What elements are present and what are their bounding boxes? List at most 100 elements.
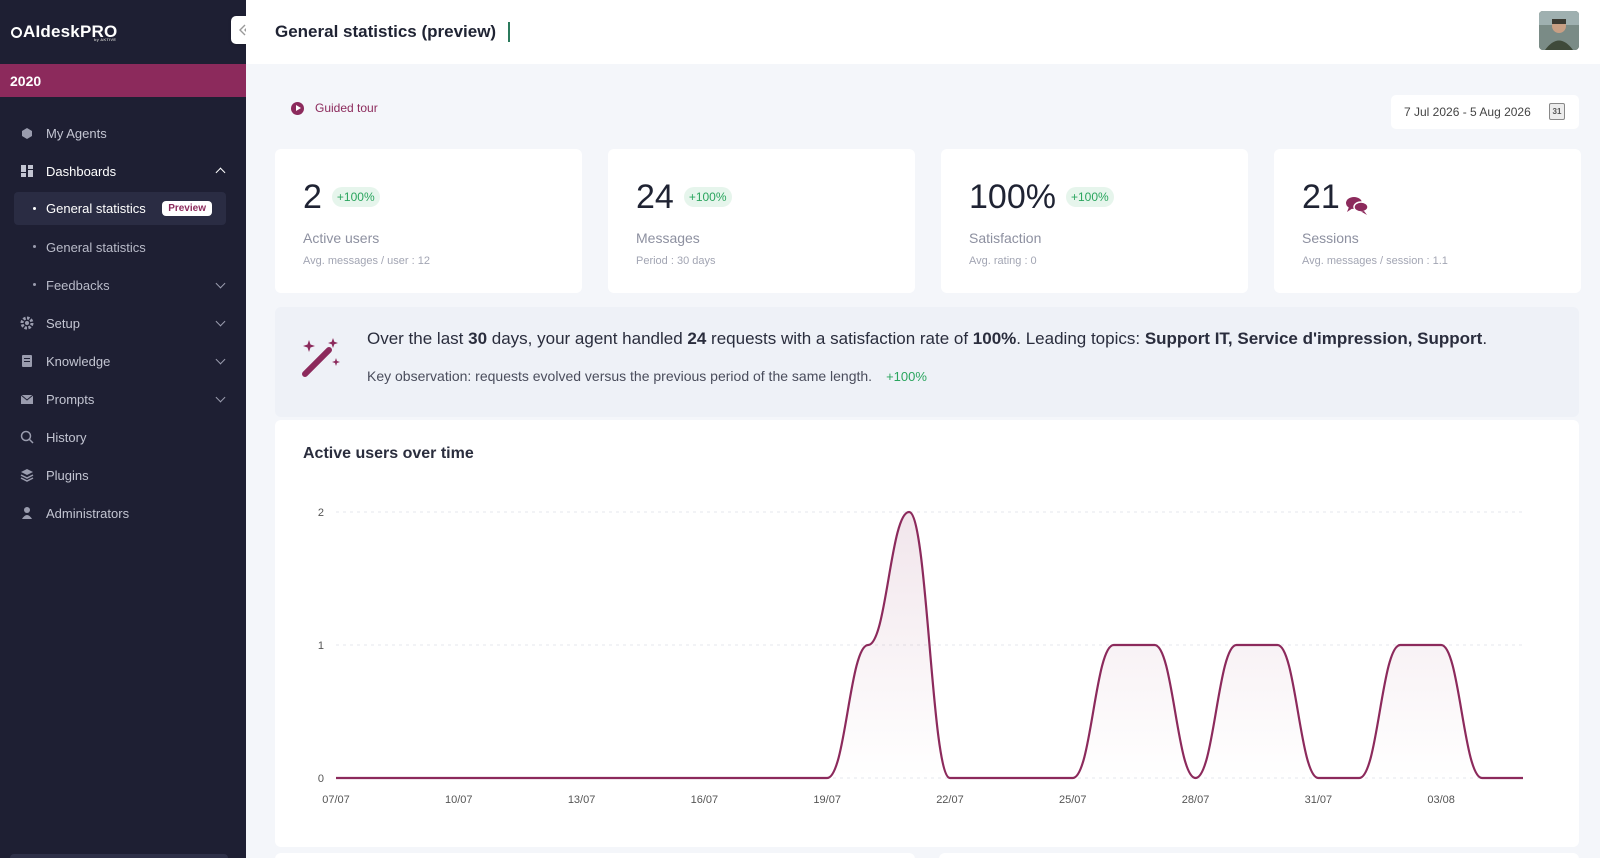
chat-bubbles-icon (1344, 186, 1370, 215)
x-tick-label: 07/07 (322, 794, 350, 806)
gear-icon (20, 316, 34, 330)
sidebar-item-label: Plugins (46, 467, 89, 483)
layers-icon (20, 468, 34, 482)
sidebar-item-prompts[interactable]: Prompts (0, 380, 246, 418)
sidebar-item-label: Dashboards (46, 163, 117, 179)
chart-title: Active users over time (303, 445, 474, 462)
play-icon (291, 101, 304, 115)
sidebar-item-knowledge[interactable]: Knowledge (0, 342, 246, 380)
sidebar-nav: My Agents Dashboards General statistics … (0, 97, 246, 532)
user-icon (20, 506, 34, 520)
date-range-label: 7 Jul 2026 - 5 Aug 2026 (1404, 105, 1531, 119)
preview-badge: Preview (162, 201, 212, 216)
sidebar-item-label: My Agents (46, 125, 107, 141)
page-title: General statistics (preview) (275, 22, 497, 41)
stat-card-sessions: 21 Sessions Avg. messages / session : 1.… (1274, 149, 1581, 293)
dashboard-icon (20, 164, 34, 178)
x-tick-label: 25/07 (1059, 794, 1087, 806)
bottom-card-right (939, 853, 1579, 858)
y-tick-label: 2 (318, 507, 324, 519)
guided-tour-label: Guided tour (315, 101, 378, 115)
chevron-down-icon (215, 316, 226, 326)
stat-detail: Avg. rating : 0 (969, 255, 1037, 267)
stat-card-messages: 24 +100% Messages Period : 30 days (608, 149, 915, 293)
mail-icon (20, 392, 34, 406)
year-banner[interactable]: 2020 (0, 64, 246, 97)
insight-sentence: Over the last 30 days, your agent handle… (367, 329, 1488, 348)
sidebar-item-label: Setup (46, 315, 80, 331)
sidebar-item-dashboards[interactable]: Dashboards (0, 152, 246, 190)
x-tick-label: 16/07 (691, 794, 719, 806)
stat-name: Sessions (1302, 230, 1359, 246)
sidebar-item-label: History (46, 429, 87, 445)
sidebar-item-history[interactable]: History (0, 418, 246, 456)
series-line (336, 510, 1523, 780)
sidebar-subitem-label: General statistics (46, 201, 146, 216)
x-tick-label: 13/07 (568, 794, 596, 806)
sidebar-item-setup[interactable]: Setup (0, 304, 246, 342)
x-tick-label: 19/07 (813, 794, 841, 806)
active-users-chart-card: Active users over time 0 1 2 07/07 10/07 13/0… (275, 420, 1579, 847)
sidebar-item-label: Administrators (46, 505, 130, 521)
date-range-picker[interactable]: 7 Jul 2026 - 5 Aug 2026 31 (1391, 95, 1579, 129)
change-badge: +100% (1065, 187, 1114, 207)
calendar-icon: 31 (1549, 103, 1565, 120)
stat-name: Satisfaction (969, 230, 1042, 246)
change-badge: +100% (683, 187, 732, 207)
chevron-down-icon (215, 354, 226, 364)
insight-summary: Over the last 30 days, your agent handle… (275, 307, 1579, 417)
active-users-chart: 0 1 2 07/07 10/07 13/07 16/07 19/07 22/07 25/07 28… (318, 507, 1523, 806)
stat-detail: Avg. messages / user : 12 (303, 255, 430, 267)
sidebar-item-administrators[interactable]: Administrators (0, 494, 246, 532)
sidebar: AIdeskPRO by AKTIVE 2020 My Agents Dashb… (0, 0, 246, 858)
stat-value: 100% (969, 177, 1056, 216)
sidebar-subitem-label: Feedbacks (46, 277, 110, 293)
stat-card-satisfaction: 100% +100% Satisfaction Avg. rating : 0 (941, 149, 1248, 293)
history-icon (20, 430, 34, 444)
y-tick-label: 1 (318, 640, 324, 652)
x-tick-label: 31/07 (1305, 794, 1333, 806)
stat-detail: Avg. messages / session : 1.1 (1302, 255, 1448, 267)
sidebar-subitem-general-statistics-preview[interactable]: General statistics Preview (14, 192, 226, 225)
bottom-cards-row (275, 853, 1579, 858)
stat-value: 24 (636, 177, 674, 216)
stat-card-active-users: 2 +100% Active users Avg. messages / use… (275, 149, 582, 293)
sidebar-item-my-agents[interactable]: My Agents (0, 114, 246, 152)
chevron-up-icon (215, 167, 226, 178)
chevron-down-icon (215, 278, 226, 288)
x-tick-label: 22/07 (936, 794, 964, 806)
sidebar-subitem-general-statistics[interactable]: General statistics (14, 228, 226, 266)
x-tick-label: 10/07 (445, 794, 473, 806)
text-cursor (508, 22, 510, 42)
agents-icon (20, 126, 34, 140)
change-badge: +100% (331, 187, 380, 207)
magic-wand-icon (299, 336, 343, 380)
sidebar-item-label: Prompts (46, 391, 95, 407)
bottom-card-left (275, 853, 915, 858)
sidebar-footer (10, 854, 228, 858)
insight-observation: Key observation: requests evolved versus… (367, 368, 927, 384)
x-tick-label: 28/07 (1182, 794, 1210, 806)
sidebar-item-label: Knowledge (46, 353, 111, 369)
y-tick-label: 0 (318, 773, 324, 785)
avatar[interactable] (1539, 11, 1579, 50)
stat-cards: 2 +100% Active users Avg. messages / use… (275, 149, 1581, 293)
change-badge: +100% (886, 369, 927, 384)
chevron-down-icon (215, 392, 226, 402)
sidebar-subitem-feedbacks[interactable]: Feedbacks (14, 266, 226, 304)
stat-detail: Period : 30 days (636, 255, 716, 267)
book-icon (20, 354, 34, 368)
sidebar-item-plugins[interactable]: Plugins (0, 456, 246, 494)
stat-name: Active users (303, 230, 380, 246)
stat-value: 2 (303, 177, 322, 216)
stat-value: 21 (1302, 177, 1340, 216)
sidebar-subitem-label: General statistics (46, 239, 146, 255)
stat-name: Messages (636, 230, 700, 246)
logo-icon (11, 26, 22, 38)
app-logo[interactable]: AIdeskPRO by AKTIVE (0, 0, 246, 64)
logo-text: AIdeskPRO (23, 22, 118, 41)
x-tick-label: 03/08 (1427, 794, 1455, 806)
logo-subtext: by AKTIVE (94, 37, 117, 42)
top-header: General statistics (preview) (246, 0, 1600, 64)
guided-tour-button[interactable]: Guided tour (291, 101, 378, 115)
